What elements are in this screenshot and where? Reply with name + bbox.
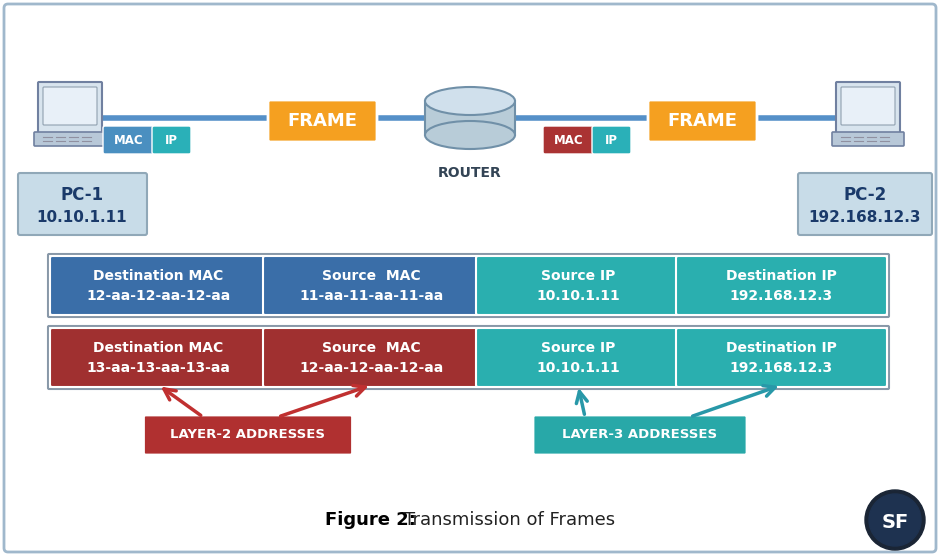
Text: LAYER-3 ADDRESSES: LAYER-3 ADDRESSES: [563, 428, 718, 442]
FancyBboxPatch shape: [676, 256, 887, 315]
Text: PC-2: PC-2: [843, 186, 886, 204]
FancyBboxPatch shape: [676, 328, 887, 387]
Ellipse shape: [425, 121, 515, 149]
FancyBboxPatch shape: [592, 126, 631, 154]
Text: Transmission of Frames: Transmission of Frames: [405, 511, 615, 529]
Text: Source  MAC: Source MAC: [322, 341, 421, 355]
FancyBboxPatch shape: [18, 173, 147, 235]
Text: 192.168.12.3: 192.168.12.3: [730, 289, 833, 303]
Text: MAC: MAC: [554, 134, 583, 146]
Text: ROUTER: ROUTER: [439, 166, 502, 180]
Text: Destination MAC: Destination MAC: [93, 269, 224, 283]
FancyBboxPatch shape: [4, 4, 936, 552]
Text: Source IP: Source IP: [541, 341, 615, 355]
FancyBboxPatch shape: [836, 82, 900, 134]
FancyBboxPatch shape: [543, 126, 595, 154]
Text: PC-1: PC-1: [60, 186, 104, 204]
Text: 192.168.12.3: 192.168.12.3: [730, 361, 833, 375]
FancyBboxPatch shape: [48, 254, 889, 317]
Text: 10.10.1.11: 10.10.1.11: [536, 289, 620, 303]
Text: IP: IP: [604, 134, 617, 146]
FancyBboxPatch shape: [476, 256, 680, 315]
FancyBboxPatch shape: [152, 126, 191, 154]
Polygon shape: [425, 101, 515, 135]
FancyBboxPatch shape: [533, 415, 747, 455]
FancyBboxPatch shape: [34, 132, 106, 146]
Text: SF: SF: [882, 512, 909, 531]
Text: Figure 2:: Figure 2:: [325, 511, 415, 529]
Text: 12-aa-12-aa-12-aa: 12-aa-12-aa-12-aa: [299, 361, 443, 375]
Text: 10.10.1.11: 10.10.1.11: [536, 361, 620, 375]
FancyBboxPatch shape: [43, 87, 97, 125]
Text: Source IP: Source IP: [541, 269, 615, 283]
FancyBboxPatch shape: [841, 87, 895, 125]
Text: FRAME: FRAME: [287, 112, 357, 130]
Text: 13-aa-13-aa-13-aa: 13-aa-13-aa-13-aa: [87, 361, 231, 375]
Text: Source  MAC: Source MAC: [322, 269, 421, 283]
FancyBboxPatch shape: [648, 100, 757, 142]
Text: FRAME: FRAME: [667, 112, 737, 130]
Text: MAC: MAC: [114, 134, 144, 146]
Text: Destination IP: Destination IP: [726, 269, 837, 283]
FancyBboxPatch shape: [38, 82, 102, 134]
Text: 12-aa-12-aa-12-aa: 12-aa-12-aa-12-aa: [87, 289, 231, 303]
Text: IP: IP: [165, 134, 178, 146]
FancyBboxPatch shape: [103, 126, 155, 154]
FancyBboxPatch shape: [263, 328, 480, 387]
Text: 192.168.12.3: 192.168.12.3: [808, 211, 921, 226]
FancyBboxPatch shape: [832, 132, 904, 146]
Text: 11-aa-11-aa-11-aa: 11-aa-11-aa-11-aa: [299, 289, 443, 303]
FancyBboxPatch shape: [143, 415, 353, 455]
FancyBboxPatch shape: [798, 173, 932, 235]
FancyBboxPatch shape: [263, 256, 480, 315]
Text: Destination MAC: Destination MAC: [93, 341, 224, 355]
FancyBboxPatch shape: [476, 328, 680, 387]
FancyBboxPatch shape: [268, 100, 377, 142]
Circle shape: [869, 494, 921, 546]
FancyBboxPatch shape: [48, 326, 889, 389]
Ellipse shape: [425, 87, 515, 115]
Circle shape: [865, 490, 925, 550]
Text: Destination IP: Destination IP: [726, 341, 837, 355]
Text: LAYER-2 ADDRESSES: LAYER-2 ADDRESSES: [170, 428, 326, 442]
Text: 10.10.1.11: 10.10.1.11: [37, 211, 127, 226]
FancyBboxPatch shape: [50, 328, 267, 387]
FancyBboxPatch shape: [50, 256, 267, 315]
